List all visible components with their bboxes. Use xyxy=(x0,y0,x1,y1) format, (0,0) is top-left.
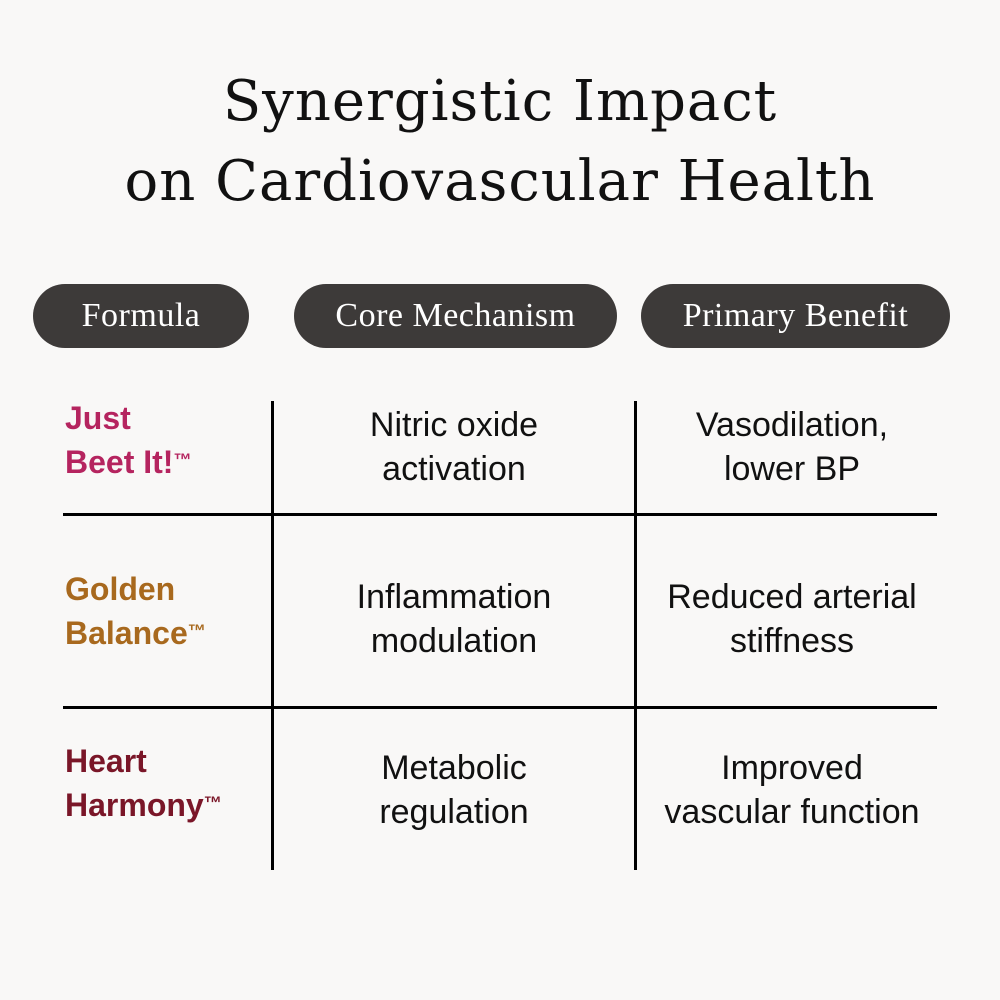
header-primary-benefit: Primary Benefit xyxy=(641,284,950,348)
row-divider-2 xyxy=(63,706,937,709)
column-divider-2 xyxy=(634,401,637,870)
trademark-symbol: ™ xyxy=(173,450,192,470)
mechanism-cell: Inflammation modulation xyxy=(356,578,552,660)
benefit-cell: Improved vascular function xyxy=(664,749,920,831)
title-line-2: on Cardiovascular Health xyxy=(124,149,876,214)
header-formula: Formula xyxy=(33,284,249,348)
trademark-symbol: ™ xyxy=(187,621,206,641)
column-divider-1 xyxy=(271,401,274,870)
row-divider-1 xyxy=(63,513,937,516)
trademark-symbol: ™ xyxy=(203,793,222,813)
benefit-cell: Vasodilation, lower BP xyxy=(695,406,889,488)
mechanism-cell: Nitric oxide activation xyxy=(369,406,539,488)
header-core-mechanism: Core Mechanism xyxy=(294,284,617,348)
mechanism-cell: Metabolic regulation xyxy=(379,749,529,831)
formula-heart-harmony: Heart Harmony™ xyxy=(65,743,222,823)
title-line-1: Synergistic Impact xyxy=(222,69,778,134)
formula-just-beet-it: Just Beet It!™ xyxy=(65,400,192,480)
formula-golden-balance: Golden Balance™ xyxy=(65,571,206,651)
page-title: Synergistic Impact on Cardiovascular Hea… xyxy=(0,62,1000,222)
benefit-cell: Reduced arterial stiffness xyxy=(667,578,917,660)
